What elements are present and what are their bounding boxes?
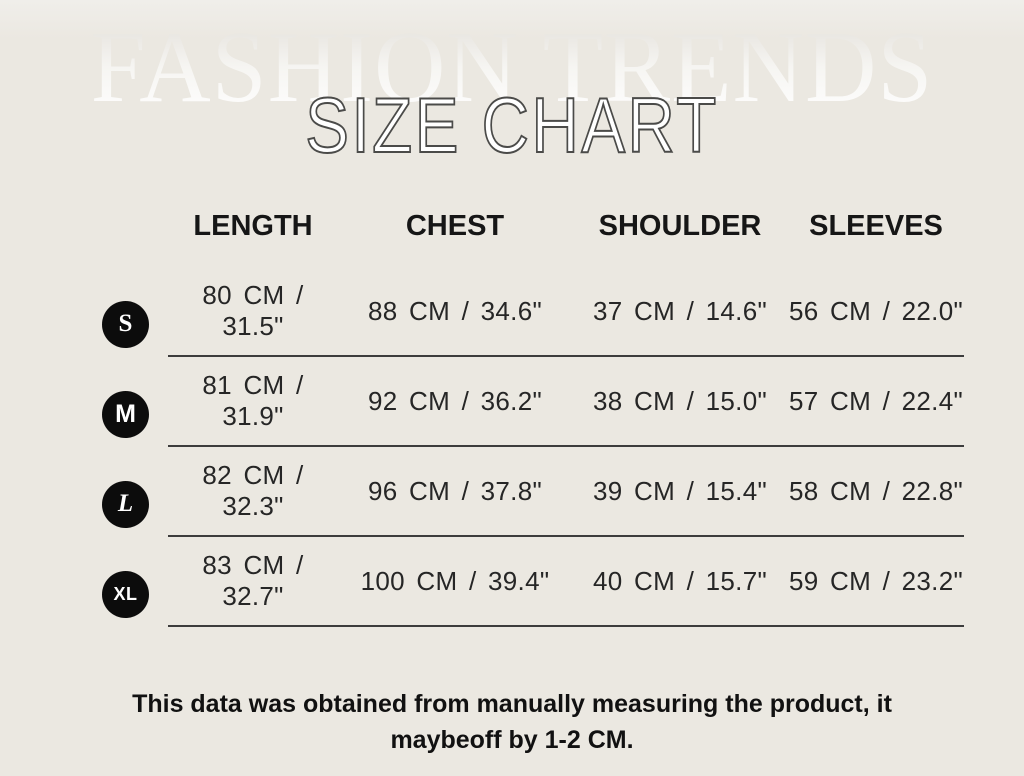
size-badge-xl: XL xyxy=(102,570,149,618)
cell-chest: 88 CM / 34.6" xyxy=(368,295,542,326)
cell-shoulder: 37 CM / 14.6" xyxy=(593,295,767,326)
row-values: 83 CM / 32.7" 100 CM / 39.4" 40 CM / 15.… xyxy=(168,537,964,627)
cell-shoulder: 39 CM / 15.4" xyxy=(593,475,767,506)
cell-length: 83 CM / 32.7" xyxy=(202,550,304,611)
badge-cell: L xyxy=(60,447,168,537)
cell-sleeves: 58 CM / 22.8" xyxy=(789,475,963,506)
column-header-length: LENGTH xyxy=(193,209,313,242)
column-header-shoulder: SHOULDER xyxy=(598,209,762,242)
table-row-l: L 82 CM / 32.3" 96 CM / 37.8" 39 CM / 15… xyxy=(60,447,964,537)
table-row-s: S 80 CM / 31.5" 88 CM / 34.6" 37 CM / 14… xyxy=(60,267,964,357)
cell-chest: 96 CM / 37.8" xyxy=(368,475,542,506)
badge-cell: S xyxy=(60,267,168,357)
measurement-disclaimer-note: This data was obtained from manually mea… xyxy=(132,690,892,754)
table-row-xl: XL 83 CM / 32.7" 100 CM / 39.4" 40 CM / … xyxy=(60,537,964,627)
size-badge-l: L xyxy=(102,480,149,528)
badge-cell: M xyxy=(60,357,168,447)
size-table: LENGTH CHEST SHOULDER SLEEVES S 80 CM / … xyxy=(60,185,964,627)
row-values: 82 CM / 32.3" 96 CM / 37.8" 39 CM / 15.4… xyxy=(168,447,964,537)
size-badge-m: M xyxy=(102,390,149,438)
cell-chest: 100 CM / 39.4" xyxy=(360,565,550,596)
cell-shoulder: 38 CM / 15.0" xyxy=(593,385,767,416)
cell-length: 81 CM / 31.9" xyxy=(202,370,304,431)
cell-length: 80 CM / 31.5" xyxy=(202,280,304,341)
cell-sleeves: 57 CM / 22.4" xyxy=(789,385,963,416)
watermark-text: FASHION TRENDS xyxy=(15,14,1008,121)
table-row-m: M 81 CM / 31.9" 92 CM / 36.2" 38 CM / 15… xyxy=(60,357,964,447)
badge-cell: XL xyxy=(60,537,168,627)
row-values: 81 CM / 31.9" 92 CM / 36.2" 38 CM / 15.0… xyxy=(168,357,964,447)
row-values: 80 CM / 31.5" 88 CM / 34.6" 37 CM / 14.6… xyxy=(168,267,964,357)
cell-sleeves: 56 CM / 22.0" xyxy=(789,295,963,326)
cell-sleeves: 59 CM / 23.2" xyxy=(789,565,963,596)
cell-chest: 92 CM / 36.2" xyxy=(368,385,542,416)
cell-length: 82 CM / 32.3" xyxy=(202,460,304,521)
page-title: SIZE CHART xyxy=(304,81,719,169)
size-badge-s: S xyxy=(102,300,149,348)
cell-shoulder: 40 CM / 15.7" xyxy=(593,565,767,596)
table-header-row: LENGTH CHEST SHOULDER SLEEVES xyxy=(60,185,964,267)
column-header-chest: CHEST xyxy=(405,209,505,242)
column-header-sleeves: SLEEVES xyxy=(809,209,943,242)
